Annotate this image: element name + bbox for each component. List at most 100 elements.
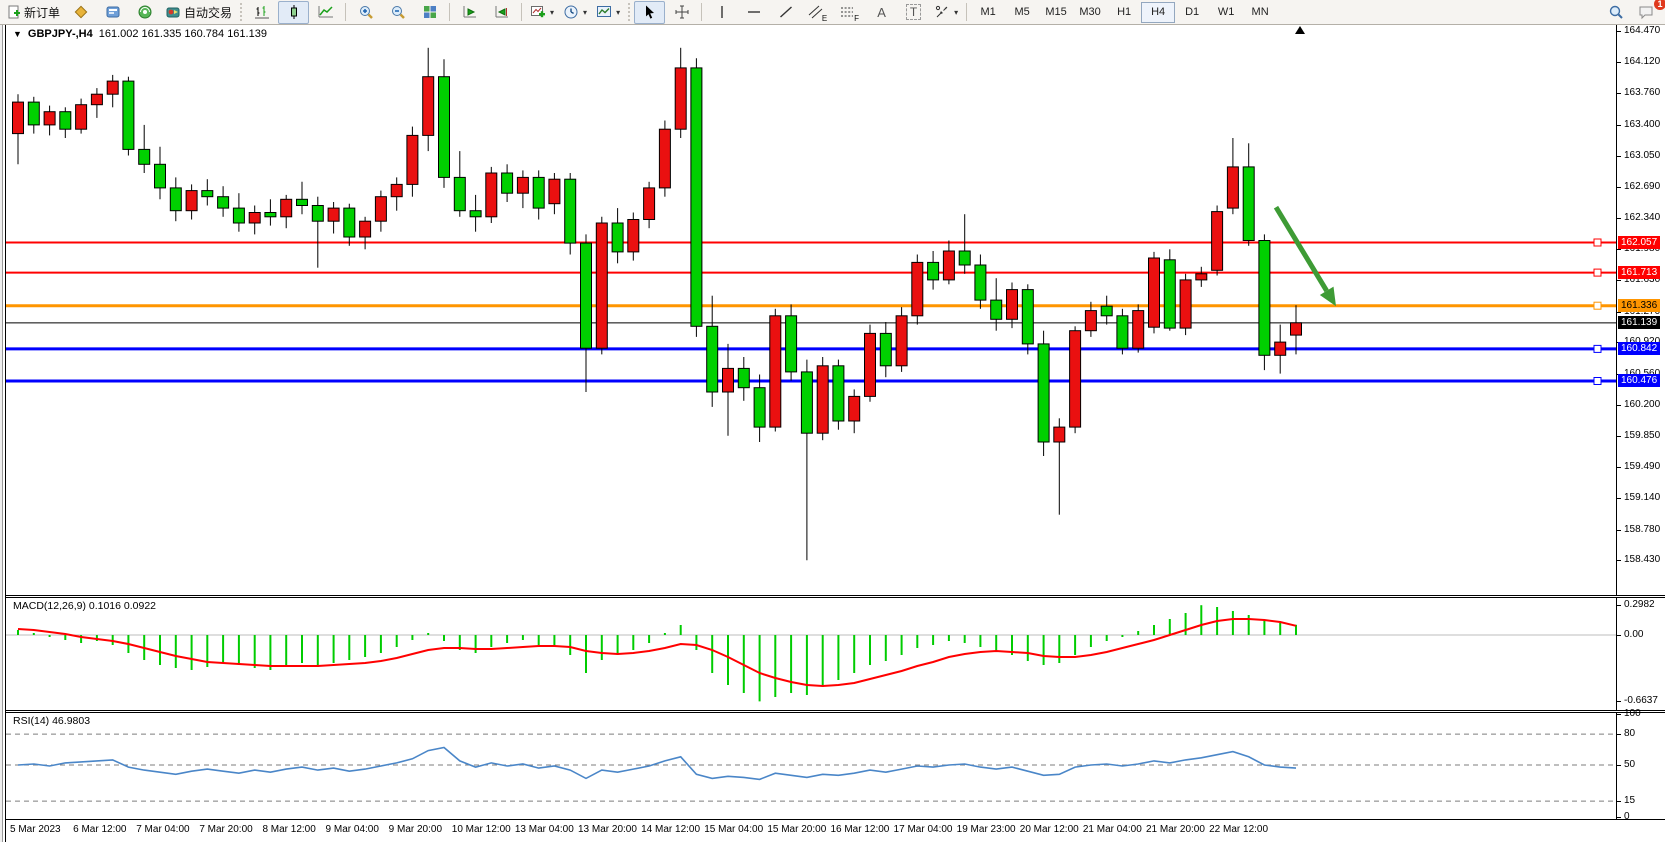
macd-plot-svg[interactable] — [6, 598, 1616, 710]
horizontal-line-tool-button[interactable] — [738, 1, 769, 24]
macd-axis[interactable]: 0.2982 0.00 -0.6637 — [1616, 598, 1665, 710]
bull-candle — [106, 80, 119, 95]
toolbar-separator — [345, 3, 347, 21]
new-order-button[interactable]: 新订单 — [3, 1, 64, 24]
macd-axis-label: 0.2982 — [1624, 599, 1655, 611]
price-tick-label: 158.780 — [1624, 523, 1661, 535]
timeframe-MN[interactable]: MN — [1251, 6, 1269, 18]
axis-tick — [1617, 765, 1621, 766]
bull-candle — [327, 207, 340, 222]
label-tool-button[interactable]: T — [898, 1, 929, 24]
time-tick-label: 10 Mar 12:00 — [451, 824, 511, 835]
price-tick-label: 159.140 — [1624, 492, 1661, 503]
price-line-label: 161.336 — [1618, 298, 1661, 312]
fibonacci-tool-button[interactable]: F — [834, 1, 865, 24]
timeframe-M5[interactable]: M5 — [1014, 6, 1030, 18]
search-button[interactable] — [1600, 1, 1631, 24]
tile-windows-button[interactable] — [414, 1, 445, 24]
tile-windows-icon — [423, 6, 436, 18]
auto-scroll-button[interactable] — [454, 1, 485, 24]
templates-button[interactable]: ▾ — [592, 1, 624, 24]
toolbar-drag-handle[interactable] — [239, 3, 244, 21]
bear-candle — [737, 367, 750, 389]
data-window-icon — [106, 6, 120, 18]
trendline-tool-button[interactable] — [770, 1, 801, 24]
chart-shift-button[interactable] — [486, 1, 517, 24]
time-axis[interactable]: 5 Mar 2023 6 Mar 12:00 7 Mar 04:00 7 Mar 20… — [6, 820, 1616, 842]
rsi-pane[interactable]: RSI(14) 46.9803 — [6, 713, 1616, 819]
time-tick-label: 15 Mar 20:00 — [767, 824, 827, 835]
rsi-axis[interactable]: 100 80 50 15 0 — [1616, 708, 1665, 822]
bar-chart-type-button[interactable] — [246, 1, 277, 24]
bull-candle — [90, 93, 103, 106]
bull-candle — [374, 196, 387, 222]
price-tick-label: 160.200 — [1624, 399, 1661, 411]
axis-tick — [1617, 155, 1621, 157]
arrows-tool-button[interactable]: ▾ — [930, 1, 962, 24]
macd-histogram — [17, 605, 1297, 702]
timeframe-D1[interactable]: D1 — [1185, 6, 1200, 18]
bear-candle — [927, 261, 940, 281]
crosshair-icon — [675, 5, 689, 19]
bull-candle — [769, 315, 782, 428]
text-tool-button[interactable]: A — [866, 1, 897, 24]
axis-tick — [1617, 816, 1621, 818]
fibonacci-letter: F — [854, 13, 860, 23]
timeframe-W1[interactable]: W1 — [1217, 6, 1235, 18]
price-pane[interactable]: ▼ GBPJPY-,H4 161.002 161.335 160.784 161… — [6, 25, 1616, 595]
timeframe-M30[interactable]: M30 — [1079, 6, 1101, 18]
periods-button[interactable]: ▾ — [559, 1, 591, 24]
time-tick-label: 13 Mar 20:00 — [578, 824, 637, 835]
bear-candle — [832, 365, 845, 422]
bear-candle — [611, 222, 624, 253]
rsi-plot-svg[interactable] — [6, 713, 1616, 819]
signals-button[interactable] — [129, 1, 160, 24]
axis-tick — [1617, 249, 1621, 251]
cursor-tool-button[interactable] — [634, 0, 666, 24]
bear-candle — [453, 176, 466, 212]
macd-pane[interactable]: MACD(12,26,9) 0.1016 0.0922 — [6, 598, 1616, 710]
timeframe-H1[interactable]: H1 — [1117, 6, 1132, 18]
chart-shift-marker[interactable] — [1295, 26, 1305, 34]
clock-icon — [564, 5, 578, 19]
new-chart-button[interactable]: ▾ — [526, 1, 558, 24]
timeframe-M1[interactable]: M1 — [980, 6, 996, 18]
cursor-icon — [645, 5, 654, 19]
market-watch-button[interactable] — [65, 1, 96, 24]
toolbar-drag-handle[interactable] — [627, 3, 632, 21]
vertical-line-tool-button[interactable] — [706, 1, 737, 24]
bull-candle — [1290, 322, 1302, 336]
macd-signal-line — [17, 618, 1297, 688]
candlestick-chart-type-button[interactable] — [278, 0, 310, 24]
hline-anchor — [1593, 377, 1602, 385]
trend-arrow-annotation[interactable] — [1273, 205, 1336, 307]
zoom-in-icon — [359, 6, 373, 19]
price-tick-label: 162.690 — [1624, 181, 1661, 193]
notifications-button[interactable]: 1 — [1631, 0, 1665, 24]
hline-anchor — [1593, 268, 1602, 277]
rsi-label: RSI(14) 46.9803 — [13, 715, 91, 727]
main-plot-svg[interactable] — [6, 25, 1616, 595]
zoom-in-button[interactable] — [350, 1, 381, 24]
bear-candle — [169, 187, 182, 212]
bull-candle — [516, 176, 529, 194]
bull-candle — [359, 220, 372, 238]
chevron-down-icon: ▾ — [550, 7, 555, 17]
bear-candle — [800, 371, 813, 434]
equidistant-channel-tool-button[interactable]: E — [802, 1, 833, 24]
timeframe-M15[interactable]: M15 — [1045, 6, 1067, 18]
crosshair-tool-button[interactable] — [666, 1, 697, 24]
window-splitter[interactable] — [0, 25, 6, 842]
autotrade-button[interactable]: 自动交易 — [161, 1, 236, 24]
bear-candle — [974, 264, 987, 301]
line-chart-type-button[interactable] — [310, 1, 341, 24]
chevron-down-icon[interactable]: ▼ — [13, 29, 22, 39]
price-axis[interactable]: 164.470 164.120 163.760 163.400 163.050 162.6… — [1616, 25, 1665, 595]
bull-candle — [1132, 310, 1145, 349]
bull-candle — [43, 111, 56, 126]
timeframe-H4[interactable]: H4 — [1141, 1, 1176, 23]
time-tick-label: 9 Mar 04:00 — [325, 824, 379, 835]
data-window-button[interactable] — [97, 1, 128, 24]
hlines-group[interactable] — [6, 238, 1616, 385]
zoom-out-button[interactable] — [382, 1, 413, 24]
